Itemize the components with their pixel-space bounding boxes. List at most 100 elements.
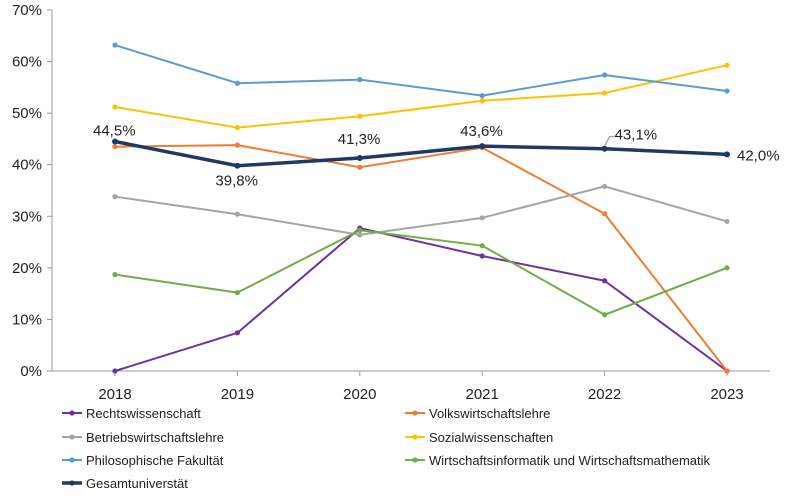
series-sozialwissenschaften <box>112 62 730 131</box>
legend-swatch-marker <box>412 434 418 440</box>
data-point <box>357 77 363 83</box>
data-point <box>602 183 608 189</box>
legend-swatch-marker <box>69 410 75 416</box>
data-point <box>234 330 240 336</box>
data-label: 43,6% <box>460 123 503 140</box>
series-betriebswirtschaftslehre <box>112 183 730 238</box>
legend-item: Rechtswissenschaft <box>62 406 201 421</box>
series-line <box>114 44 728 97</box>
y-tick-label: 20% <box>12 260 42 277</box>
legend-item: Philosophische Fakultät <box>62 453 224 468</box>
data-point <box>724 218 730 225</box>
series-layer <box>112 42 730 374</box>
legend-swatch-marker <box>412 410 418 416</box>
y-tick-label: 60% <box>12 54 42 71</box>
legend-swatch-marker <box>69 434 75 440</box>
y-tick-label: 10% <box>12 311 42 328</box>
data-point <box>112 104 118 110</box>
y-tick-label: 50% <box>12 105 42 122</box>
data-point <box>602 90 608 96</box>
data-point <box>602 312 608 318</box>
series-line <box>114 139 728 168</box>
data-label: 44,5% <box>93 123 136 140</box>
data-point <box>724 88 730 94</box>
data-point <box>357 227 363 233</box>
legend-swatch-marker <box>412 457 418 463</box>
legend-item: Gesamtuniverstät <box>62 476 188 491</box>
legend-swatch-marker <box>69 457 75 463</box>
legend-swatch-marker <box>69 480 75 486</box>
data-point <box>479 93 485 99</box>
series-gesamtuniverstät <box>112 138 730 169</box>
data-point <box>602 72 608 78</box>
legend-label: Gesamtuniverstät <box>86 476 188 491</box>
legend-item: Volkswirtschaftslehre <box>405 406 550 421</box>
data-point <box>724 151 730 158</box>
data-label: 43,1% <box>615 127 658 144</box>
legend-label: Rechtswissenschaft <box>86 406 201 421</box>
legend-label: Volkswirtschaftslehre <box>429 406 550 421</box>
x-tick-label: 2019 <box>221 386 254 403</box>
data-point <box>112 144 118 150</box>
data-point <box>234 162 241 169</box>
data-point <box>479 98 485 104</box>
x-tick-label: 2018 <box>98 386 131 403</box>
x-tick-label: 2021 <box>466 386 499 403</box>
data-point <box>234 142 240 148</box>
data-point <box>357 232 363 238</box>
data-point <box>601 145 608 152</box>
data-point <box>357 164 363 170</box>
data-point <box>357 113 363 119</box>
data-point <box>724 62 730 68</box>
data-point <box>112 194 118 200</box>
data-point <box>602 278 608 284</box>
x-tick-label: 2023 <box>710 386 743 403</box>
data-point <box>112 138 118 145</box>
series-line <box>114 185 728 236</box>
data-point <box>724 265 730 271</box>
legend-item: Wirtschaftsinformatik und Wirtschaftsmat… <box>405 453 711 468</box>
legend-item: Betriebswirtschaftslehre <box>62 430 224 445</box>
data-point <box>112 42 118 48</box>
series-philosophische-fakultät <box>112 42 730 99</box>
data-point <box>356 155 363 162</box>
data-label: 42,0% <box>737 147 780 164</box>
y-tick-label: 0% <box>20 363 42 380</box>
data-label: 41,3% <box>338 131 381 148</box>
y-tick-label: 70% <box>12 2 42 19</box>
legend-label: Sozialwissenschaften <box>429 430 553 445</box>
leader-line <box>604 136 615 146</box>
series-rechtswissenschaft <box>112 225 730 374</box>
data-point <box>479 243 485 249</box>
data-point <box>112 271 118 278</box>
x-tick-label: 2020 <box>343 386 376 403</box>
data-labels: 44,5% 39,8% 41,3% 43,6% 43,1% 42,0% <box>93 123 780 190</box>
legend-label: Philosophische Fakultät <box>86 453 224 468</box>
data-point <box>479 253 485 259</box>
data-point <box>724 368 730 374</box>
data-label: 39,8% <box>215 173 258 190</box>
legend-label: Wirtschaftsinformatik und Wirtschaftsmat… <box>429 453 711 468</box>
legend-item: Sozialwissenschaften <box>405 430 553 445</box>
data-point <box>234 80 240 86</box>
legend-label: Betriebswirtschaftslehre <box>86 430 224 445</box>
data-point <box>602 211 608 217</box>
data-point <box>234 211 240 217</box>
axes: 0% 10% 20% 30% 40% 50% 60% 70% 2018 2019 2020 2021 2… <box>12 2 770 403</box>
data-point <box>234 290 240 296</box>
data-point <box>479 143 486 150</box>
series-line <box>114 144 728 372</box>
y-tick-label: 40% <box>12 157 42 174</box>
series-wirtschaftsinformatik-und-wirtschaftsmathematik <box>112 227 730 318</box>
series-line <box>114 64 728 129</box>
data-point <box>479 215 485 221</box>
series-line <box>114 229 728 316</box>
series-volkswirtschaftslehre <box>112 142 730 374</box>
data-point <box>234 124 240 131</box>
legend: Rechtswissenschaft Volkswirtschaftslehre B… <box>62 406 711 491</box>
x-tick-label: 2022 <box>588 386 621 403</box>
y-tick-label: 30% <box>12 208 42 225</box>
series-line <box>114 227 728 372</box>
data-point <box>112 368 118 374</box>
